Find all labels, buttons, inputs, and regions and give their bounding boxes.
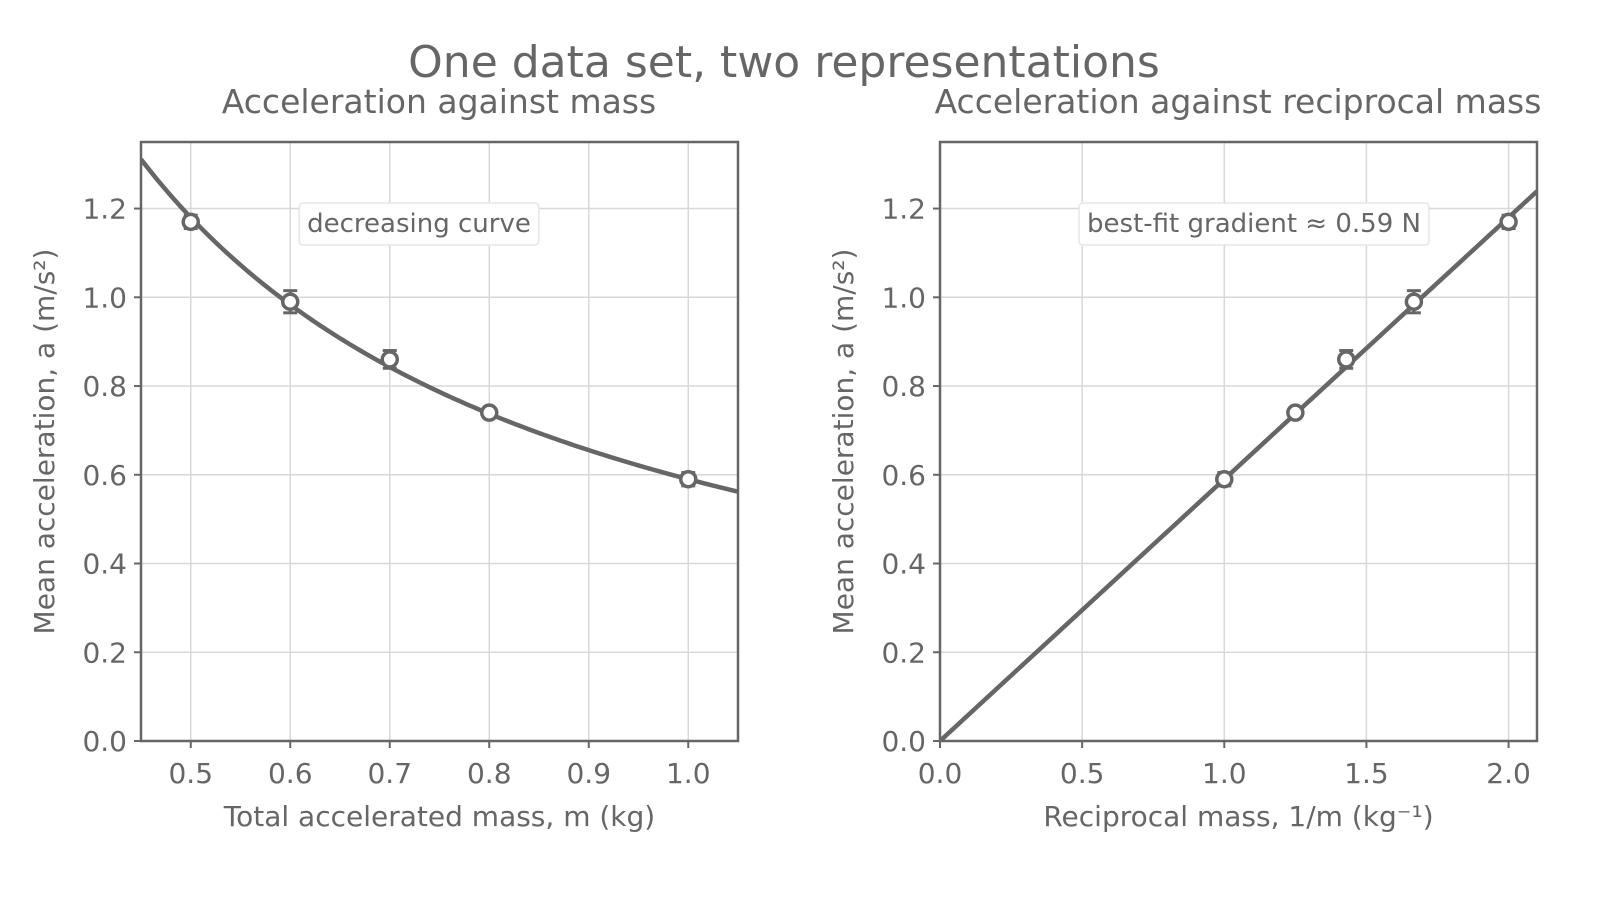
annotation: best-fit gradient ≈ 0.59 N — [1078, 202, 1430, 246]
x-tick-label: 1.0 — [666, 757, 711, 790]
axes-frame — [139, 140, 740, 743]
fit-curve — [940, 189, 1537, 741]
data-point — [1286, 403, 1305, 422]
x-tick-label: 1.0 — [1202, 757, 1247, 790]
y-tick-label: 0.4 — [881, 548, 926, 581]
data-marker — [1499, 212, 1518, 232]
y-axis-label: Mean acceleration, a (m/s²) — [28, 249, 61, 635]
figure-title: One data set, two representations — [408, 37, 1160, 88]
data-marker — [480, 403, 499, 422]
x-tick-label: 0.5 — [168, 757, 213, 790]
annotation-box — [298, 202, 540, 246]
data-point — [1499, 212, 1518, 232]
y-tick-label: 0.2 — [82, 636, 127, 669]
data-marker — [679, 469, 698, 489]
data-marker — [281, 292, 300, 311]
data-point — [380, 349, 399, 370]
annotation-text: decreasing curve — [307, 209, 531, 239]
y-tick-label: 0.6 — [82, 459, 127, 492]
data-point — [1215, 469, 1234, 489]
x-tick-label: 0.9 — [566, 757, 611, 790]
y-axis-label: Mean acceleration, a (m/s²) — [827, 249, 860, 635]
y-tick-label: 0.4 — [82, 548, 127, 581]
x-tick-label: 0.6 — [268, 757, 313, 790]
x-tick-label: 1.5 — [1344, 757, 1389, 790]
panel-title: Acceleration against mass — [222, 82, 656, 121]
y-tick-label: 1.2 — [82, 193, 127, 226]
axes-frame — [938, 140, 1539, 743]
data-point — [480, 403, 499, 422]
data-marker — [1286, 403, 1305, 422]
panel-title: Acceleration against reciprocal mass — [935, 82, 1542, 121]
data-point — [1336, 349, 1356, 370]
data-marker — [1215, 469, 1234, 489]
y-tick-label: 1.0 — [82, 281, 127, 314]
annotation: decreasing curve — [298, 202, 540, 246]
y-tick-label: 0.0 — [82, 725, 127, 758]
data-point — [679, 469, 698, 489]
data-marker — [1336, 350, 1356, 369]
y-tick-label: 1.2 — [881, 193, 926, 226]
data-point — [281, 289, 300, 315]
y-tick-label: 1.0 — [881, 281, 926, 314]
x-tick-label: 0.0 — [918, 757, 963, 790]
data-marker — [380, 350, 399, 369]
y-tick-label: 0.8 — [881, 370, 926, 403]
y-tick-label: 0.6 — [881, 459, 926, 492]
y-tick-label: 0.8 — [82, 370, 127, 403]
data-marker — [1404, 292, 1424, 311]
x-axis-label: Total accelerated mass, m (kg) — [223, 800, 655, 833]
y-tick-label: 0.0 — [881, 725, 926, 758]
panel-acceleration-vs-mass: Acceleration against mass 0.5 0.6 0.7 0.8 0.9… — [28, 82, 740, 833]
x-tick-label: 0.8 — [467, 757, 512, 790]
annotation-box — [1078, 202, 1430, 246]
x-tick-label: 0.5 — [1060, 757, 1105, 790]
data-point — [181, 212, 200, 232]
annotation-text: best-fit gradient ≈ 0.59 N — [1087, 209, 1421, 239]
x-axis-label: Reciprocal mass, 1/m (kg⁻¹) — [1043, 800, 1433, 833]
data-point — [1404, 289, 1424, 315]
x-tick-label: 2.0 — [1486, 757, 1531, 790]
data-marker — [181, 212, 200, 232]
fit-curve — [141, 157, 738, 494]
y-tick-label: 0.2 — [881, 636, 926, 669]
x-tick-label: 0.7 — [367, 757, 412, 790]
